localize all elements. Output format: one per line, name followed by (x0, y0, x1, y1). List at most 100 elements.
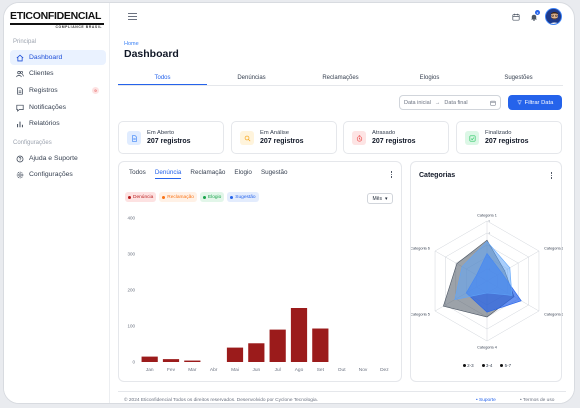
radar-scale-label: 5 (489, 219, 491, 223)
filter-date-button[interactable]: Filtrar Data (508, 95, 562, 110)
users-icon (16, 70, 24, 78)
legend-dot (128, 195, 131, 199)
menu-icon[interactable] (128, 13, 137, 20)
calendar-icon[interactable] (512, 13, 520, 21)
gear-icon (16, 171, 24, 179)
chart-tab-denuncia[interactable]: Denúncia (154, 169, 182, 179)
sidebar-item-label: Notificações (29, 104, 67, 111)
stat-label: Atrasado (372, 130, 396, 136)
user-avatar-icon (546, 9, 561, 24)
sidebar-item-notificacoes[interactable]: Notificações (10, 100, 106, 115)
radar-legend: 2-3 3-4 5-7 (411, 363, 563, 368)
radar-legend-item[interactable]: 3-4 (481, 363, 493, 368)
bar (162, 359, 180, 362)
chart-tab-reclamacao[interactable]: Reclamação (190, 169, 226, 176)
chart-tab-elogio[interactable]: Elogio (234, 169, 252, 176)
bar (290, 308, 308, 362)
y-tick-label: 400 (127, 216, 135, 221)
x-tick-label: Jul (275, 367, 281, 373)
y-tick-label: 0 (132, 360, 135, 365)
page-title: Dashboard (124, 48, 179, 60)
sidebar-item-dashboard[interactable]: Dashboard (10, 50, 106, 65)
legend-sugestao[interactable]: Sugestão (227, 192, 259, 202)
bar (226, 347, 244, 362)
y-tick-label: 300 (127, 252, 135, 257)
notification-count-badge: 3 (535, 10, 540, 15)
footer-support-link[interactable]: • Suporte (476, 398, 496, 403)
app-window: ETICONFIDENCIAL COMPLIANCE BRASIL Princi… (3, 2, 575, 404)
tab-todos[interactable]: Todos (118, 72, 207, 85)
legend-reclamacao[interactable]: Reclamação (159, 192, 197, 202)
stat-card-atrasado[interactable]: Atrasado 207 registros (343, 121, 449, 154)
footer-terms-link[interactable]: • Termos de uso (520, 398, 555, 403)
date-range-picker[interactable]: Data inicial → Data final (399, 95, 501, 110)
sidebar-item-label: Relatórios (29, 120, 60, 127)
legend-dot (162, 195, 166, 199)
tab-sugestoes[interactable]: Sugestões (504, 75, 533, 81)
brand-tagline: COMPLIANCE BRASIL (55, 25, 102, 29)
period-select[interactable]: Mês ▾ (367, 193, 393, 204)
bar (312, 328, 329, 362)
radar-chart-title: Categorias (419, 172, 456, 179)
legend-dot (202, 195, 206, 199)
bar-chart-legend: Denúncia Reclamação Elogio Sugestão (125, 192, 259, 202)
chart-tab-todos[interactable]: Todos (129, 169, 146, 176)
tab-elogios[interactable]: Elogios (419, 75, 440, 81)
legend-denuncia[interactable]: Denúncia (125, 192, 157, 202)
radar-legend-item[interactable]: 2-3 (462, 363, 474, 368)
stat-label: Finalizado (485, 130, 512, 136)
breadcrumb[interactable]: Home (124, 41, 139, 47)
registros-count-badge: 9 (92, 87, 99, 94)
filter-date-label: Filtrar Data (524, 99, 554, 106)
bar (141, 356, 158, 362)
stat-value: 207 registros (147, 138, 191, 145)
stat-label: Em Análise (260, 130, 289, 136)
bar (269, 329, 286, 362)
tab-reclamacoes[interactable]: Reclamações (322, 75, 359, 81)
more-options-icon[interactable] (550, 172, 553, 180)
sidebar-item-ajuda[interactable]: Ajuda e Suporte (10, 151, 106, 166)
x-tick-label: Mai (231, 367, 239, 373)
radar-legend-label: 5-7 (504, 363, 512, 368)
radar-series-5-7 (454, 240, 513, 300)
sidebar: ETICONFIDENCIAL COMPLIANCE BRASIL Princi… (4, 3, 110, 403)
footer-copyright: © 2024 Eticonfidencial Todos os direitos… (124, 398, 319, 403)
timer-icon (352, 131, 366, 145)
x-tick-label: Abr (210, 367, 218, 373)
footer: © 2024 Eticonfidencial Todos os direitos… (118, 391, 566, 403)
document-icon (127, 131, 141, 145)
notification-bell[interactable]: 3 (530, 10, 540, 21)
stat-card-em-aberto[interactable]: Em Aberto 207 registros (118, 121, 224, 154)
sidebar-item-label: Ajuda e Suporte (29, 155, 78, 162)
brand-logo[interactable]: ETICONFIDENCIAL COMPLIANCE BRASIL (10, 11, 104, 29)
bell-icon (530, 14, 538, 21)
bar (184, 360, 201, 362)
tab-denuncias[interactable]: Denúncias (237, 75, 266, 81)
stat-value: 207 registros (485, 138, 529, 145)
sidebar-item-registros[interactable]: Registros 9 (10, 83, 106, 98)
sidebar-item-configuracoes[interactable]: Configurações (10, 167, 106, 182)
sidebar-item-label: Clientes (29, 70, 54, 77)
chart-tab-sugestao[interactable]: Sugestão (260, 169, 288, 176)
bar-chart-tabs: Todos Denúncia Reclamação Elogio Sugestã… (129, 169, 288, 179)
stat-card-finalizado[interactable]: Finalizado 207 registros (456, 121, 562, 154)
stat-card-em-analise[interactable]: Em Análise 207 registros (231, 121, 337, 154)
radar-axis-label: Categoria 5 (411, 313, 430, 317)
radar-legend-label: 3-4 (485, 363, 493, 368)
sidebar-item-label: Registros (29, 87, 58, 94)
date-start-input[interactable]: Data inicial (404, 99, 431, 106)
sidebar-section-configuracoes: Configurações (13, 140, 52, 146)
legend-label: Sugestão (235, 194, 256, 200)
legend-elogio[interactable]: Elogio (199, 192, 225, 202)
sidebar-item-relatorios[interactable]: Relatórios (10, 116, 106, 131)
bar-chart-icon (16, 120, 24, 128)
date-end-input[interactable]: Data final (444, 99, 468, 106)
radar-legend-item[interactable]: 5-7 (500, 363, 511, 368)
radar-axis-label: Categoria 4 (477, 346, 497, 350)
sidebar-item-clientes[interactable]: Clientes (10, 66, 106, 81)
avatar[interactable] (545, 8, 562, 25)
more-options-icon[interactable] (390, 171, 393, 179)
x-tick-label: Mar (188, 367, 197, 373)
